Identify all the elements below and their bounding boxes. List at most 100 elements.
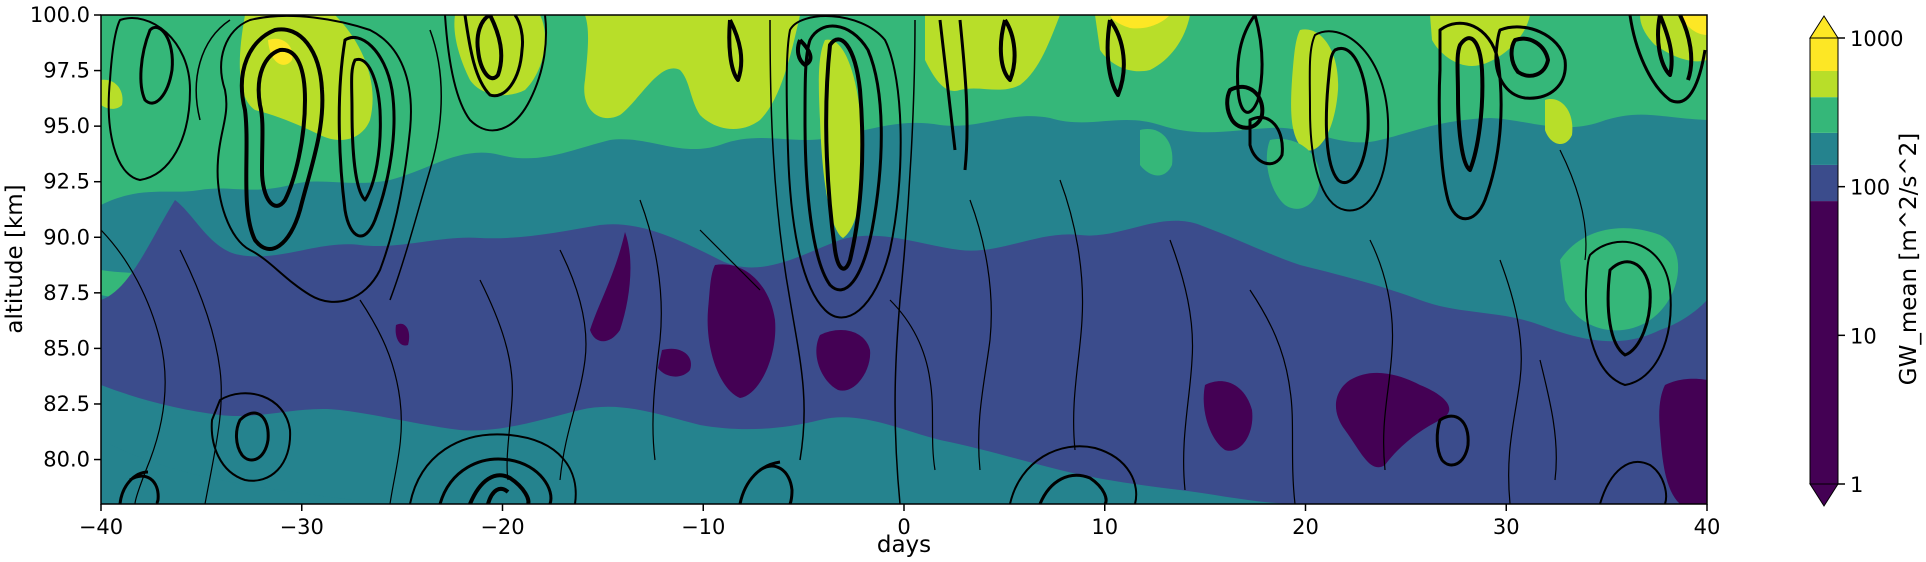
contour-line: [1435, 414, 1470, 467]
contour-line: [179, 249, 222, 504]
band-yellow-3: [1680, 15, 1707, 35]
colorbar: 1 10 100 1000: [1809, 15, 1903, 507]
colorbar-label: GW_mean [m^2/s^2]: [1896, 133, 1922, 386]
band-purple-5: [395, 323, 410, 346]
contour-line: [359, 299, 402, 504]
x-tick-label: −20: [480, 515, 524, 539]
contour-line: [699, 229, 936, 471]
contour-line: [1324, 47, 1370, 184]
contour-line: [235, 411, 270, 462]
contour-line: [1656, 15, 1694, 81]
contour-line: [1038, 473, 1108, 504]
contour-line: [1225, 84, 1265, 130]
contour-line: [824, 37, 865, 271]
contour-line: [998, 18, 1126, 97]
colorbar-segment: [1810, 201, 1838, 484]
y-tick-label: 80.0: [43, 448, 90, 472]
contour-line: [1236, 15, 1264, 114]
band-yellowgreen-6: [1095, 15, 1190, 72]
colorbar-extend-top: [1809, 15, 1839, 39]
contour-line: [337, 36, 396, 238]
y-axis: 80.0 82.5 85.0 87.5 90.0 92.5 95.0 97.5 100.0: [30, 3, 101, 472]
contour-line: [444, 15, 548, 132]
band-yellowgreen-3: [584, 15, 800, 130]
contour-line: [350, 57, 382, 202]
band-purple-6: [1203, 381, 1253, 451]
contour-line: [1308, 30, 1390, 212]
contour-line: [938, 19, 969, 171]
contour-line: [239, 27, 325, 251]
y-tick-label: 90.0: [43, 225, 90, 249]
x-tick-label: 10: [1091, 515, 1118, 539]
contour-line: [1455, 36, 1485, 172]
contour-line: [1248, 116, 1284, 166]
band-purple-4: [658, 348, 691, 377]
contour-line: [769, 19, 916, 504]
contour-line: [1249, 289, 1296, 504]
x-tick-label: −10: [681, 515, 725, 539]
band-yellowgreen-5: [925, 15, 1060, 91]
contour-line: [1584, 240, 1672, 386]
colorbar-segment: [1810, 97, 1838, 133]
contour-line: [1169, 239, 1194, 491]
band-teal-lower: [101, 385, 1300, 504]
x-tick-label: −40: [79, 515, 123, 539]
contour-line: [210, 392, 292, 482]
contour-line: [107, 17, 191, 181]
colorbar-segment: [1810, 164, 1838, 202]
contour-line: [738, 460, 794, 504]
colorbar-extend-bottom: [1809, 483, 1839, 507]
band-yellowgreen-10: [101, 79, 123, 109]
y-tick-label: 82.5: [43, 392, 90, 416]
contour-line: [101, 229, 166, 504]
contour-line: [803, 24, 883, 292]
contour-line: [1509, 36, 1550, 78]
band-green-6: [1140, 129, 1173, 176]
colorbar-frame: [1809, 37, 1839, 485]
colorbar-tick-label: 100: [1850, 176, 1890, 200]
contour-line: [1494, 25, 1567, 100]
contour-line: [409, 433, 577, 504]
x-tick-label: 20: [1292, 515, 1319, 539]
x-tick-label: 0: [897, 515, 910, 539]
contour-line: [1059, 179, 1084, 451]
contour-line: [969, 199, 992, 471]
band-purple-2: [707, 264, 776, 398]
colorbar-segment: [1810, 132, 1838, 165]
band-purple-3: [816, 330, 871, 391]
y-tick-label: 92.5: [43, 170, 90, 194]
contour-line: [1437, 21, 1503, 221]
colorbar-segment: [1810, 38, 1838, 71]
band-yellow-2: [1110, 15, 1170, 29]
contour-line: [1628, 15, 1707, 104]
contour-line: [468, 473, 531, 504]
colorbar-segment: [1810, 70, 1838, 98]
contour-line: [1369, 239, 1394, 471]
contour-line: [1599, 460, 1668, 504]
x-axis: −40 −30 −20 −10 0 10 20 30 40: [79, 504, 1721, 539]
band-purple-1: [590, 232, 631, 342]
colorbar-tick-label: 10: [1850, 324, 1877, 348]
band-purple-7: [1335, 372, 1450, 468]
contour-line: [1499, 259, 1522, 504]
contour-line: [1606, 260, 1652, 357]
contour-line: [727, 19, 813, 82]
line-contours: [101, 15, 1707, 504]
contour-line: [559, 249, 587, 481]
band-teal-lower-left: [101, 440, 380, 504]
contour-line: [256, 47, 307, 208]
contour-line: [195, 19, 442, 301]
y-tick-label: 95.0: [43, 114, 90, 138]
x-axis-label: days: [877, 532, 931, 558]
contour-line: [1539, 149, 1587, 481]
colorbar-tick-label: 1000: [1850, 27, 1903, 51]
contour-line: [785, 15, 902, 319]
x-tick-label: 40: [1694, 515, 1721, 539]
contour-line: [216, 15, 412, 303]
y-tick-label: 100.0: [30, 3, 90, 27]
band-purple-8: [1659, 378, 1707, 504]
contour-line: [463, 15, 524, 98]
contour-line: [139, 26, 174, 105]
contour-line: [475, 15, 504, 81]
